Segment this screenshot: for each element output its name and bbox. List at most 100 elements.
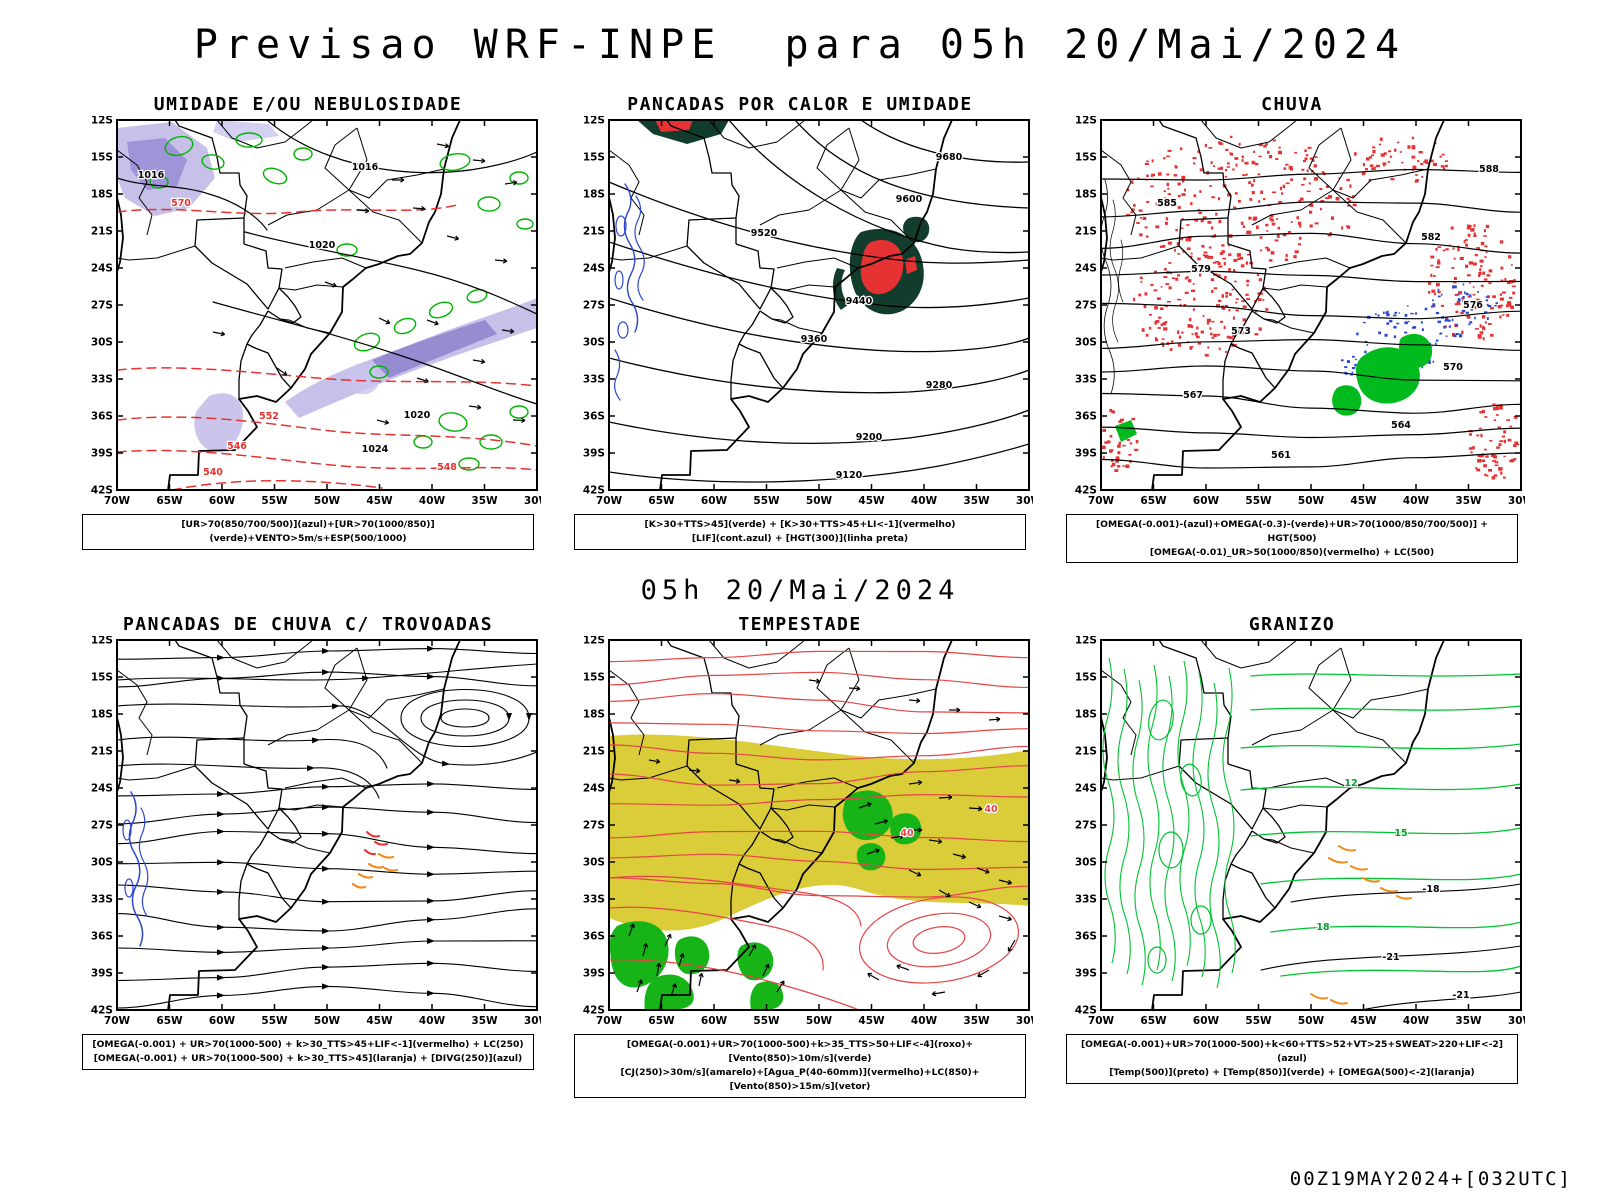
- lon-tick-label: 70W: [1088, 1015, 1115, 1027]
- base-map-layer: [117, 640, 461, 1011]
- svg-text:561: 561: [1271, 450, 1291, 461]
- panel-grid: UMIDADE E/OU NEBULOSIDADE 1016 1016 1020 10…: [0, 94, 1600, 1098]
- svg-text:9520: 9520: [751, 228, 778, 239]
- lon-tick-label: 55W: [1245, 495, 1272, 507]
- svg-text:12: 12: [1344, 778, 1357, 789]
- lon-tick-label: 40W: [419, 1015, 446, 1027]
- map-layers: 12 15 18 -18 -21 -21: [1101, 640, 1521, 1011]
- lon-tick-label: 70W: [596, 495, 623, 507]
- panel-umidade: UMIDADE E/OU NEBULOSIDADE 1016 1016 1020 10…: [75, 94, 541, 563]
- lat-tick-label: 18S: [1075, 709, 1097, 721]
- lon-tick-label: 35W: [471, 495, 498, 507]
- caption-granizo: [OMEGA(-0.001)+UR>70(1000-500)+k<60+TTS>…: [1066, 1034, 1518, 1084]
- lon-tick-label: 50W: [806, 1015, 833, 1027]
- map-granizo: 12 15 18 -18 -21 -21 12S 15S 18S 21S 24S 27S 30S 33S 3…: [1075, 636, 1525, 1027]
- lon-tick-label: 70W: [1088, 495, 1115, 507]
- caption-line: [OMEGA(-0.001) + UR>70(1000-500) + k>30_…: [92, 1039, 524, 1051]
- lon-tick-label: 60W: [209, 495, 236, 507]
- panel-title-pancadas-calor: PANCADAS POR CALOR E UMIDADE: [627, 94, 973, 115]
- lat-tick-label: 27S: [91, 820, 113, 832]
- lat-tick-label: 18S: [91, 189, 113, 201]
- caption-line: [OMEGA(-0.001)-(azul)+OMEGA(-0.3)-(verde…: [1095, 519, 1489, 544]
- lon-tick-label: 50W: [314, 1015, 341, 1027]
- svg-text:9600: 9600: [896, 194, 923, 205]
- map-layers: 588 585 582 579 576 573 570 567 564 561: [1101, 120, 1521, 490]
- lat-tick-label: 27S: [583, 300, 605, 312]
- caption-tempestade: [OMEGA(-0.001)+UR>70(1000-500)+k>35_TTS>…: [574, 1034, 1026, 1098]
- lat-tick-label: 30S: [1075, 337, 1097, 349]
- lat-tick-label: 39S: [583, 448, 605, 460]
- map-umidade: 1016 1016 1020 1020 1024 570 552 546 540 548 12S 15…: [91, 116, 541, 507]
- panel-title-trovoadas: PANCADAS DE CHUVA C/ TROVOADAS: [122, 614, 494, 636]
- page-title: Previsao WRF-INPE para 05h 20/Mai/2024: [193, 22, 1407, 68]
- lat-tick-label: 42S: [91, 485, 113, 497]
- lat-tick-label: 21S: [91, 226, 113, 238]
- map-layers: 9680 9600 9520 9440 9360 9280 9200 9120: [609, 120, 1029, 490]
- caption-line: [CJ(250)>30m/s](amarelo)+[Agua_P(40-60mm…: [620, 1066, 980, 1092]
- panel-trovoadas: PANCADAS DE CHUVA C/ TROVOADAS 12S 15S 18S…: [75, 614, 541, 1097]
- lat-tick-label: 33S: [91, 374, 113, 386]
- svg-text:9440: 9440: [846, 296, 873, 307]
- lon-tick-label: 50W: [1298, 495, 1325, 507]
- lat-tick-label: 12S: [1075, 116, 1097, 127]
- lon-tick-label: 60W: [209, 1015, 236, 1027]
- base-map-layer: [609, 120, 953, 490]
- lat-tick-label: 15S: [1075, 152, 1097, 164]
- lat-tick-label: 27S: [583, 820, 605, 832]
- svg-text:40: 40: [900, 828, 914, 839]
- contour-layer: [117, 645, 537, 1009]
- lat-tick-label: 27S: [1075, 300, 1097, 312]
- svg-text:552: 552: [259, 411, 279, 422]
- lon-tick-label: 30W: [524, 495, 541, 507]
- lon-tick-label: 30W: [1508, 495, 1525, 507]
- lat-tick-label: 24S: [583, 263, 605, 275]
- lat-tick-label: 18S: [91, 709, 113, 721]
- lat-tick-label: 15S: [1075, 672, 1097, 684]
- lon-tick-label: 30W: [524, 1015, 541, 1027]
- lat-tick-label: 30S: [1075, 857, 1097, 869]
- lon-tick-label: 40W: [911, 1015, 938, 1027]
- svg-text:548: 548: [437, 462, 457, 473]
- lat-tick-label: 15S: [583, 672, 605, 684]
- lon-tick-label: 65W: [156, 495, 183, 507]
- map-chuva: 588 585 582 579 576 573 570 567 564 561 12S 15S 18S 2…: [1075, 116, 1525, 507]
- contour-labels-layer: 1016 1016 1020 1020 1024 570 552 546 540 548: [137, 161, 459, 480]
- panel-row-bottom: PANCADAS DE CHUVA C/ TROVOADAS 12S 15S 18S…: [0, 614, 1600, 1098]
- lon-tick-label: 45W: [366, 495, 393, 507]
- lat-tick-label: 18S: [1075, 189, 1097, 201]
- svg-text:9280: 9280: [926, 380, 953, 391]
- map-tempestade: 40 40 12S 15S 18S 21S 24S 27S 30S 33S 36S 39S 42S70W…: [583, 636, 1033, 1027]
- svg-text:1020: 1020: [404, 410, 431, 421]
- svg-text:18: 18: [1316, 922, 1330, 933]
- lon-tick-label: 60W: [701, 1015, 728, 1027]
- lon-tick-label: 55W: [753, 1015, 780, 1027]
- lat-tick-label: 27S: [1075, 820, 1097, 832]
- lon-tick-label: 65W: [648, 495, 675, 507]
- panel-tempestade: TEMPESTADE 40 40 12S 15S 18S 21S 24S 27S 30S 33S 3…: [567, 614, 1033, 1098]
- panel-title-umidade: UMIDADE E/OU NEBULOSIDADE: [153, 94, 463, 115]
- lon-tick-label: 35W: [963, 1015, 990, 1027]
- lon-tick-label: 35W: [1455, 495, 1482, 507]
- run-timestamp: 00Z19MAY2024+[032UTC]: [1289, 1168, 1572, 1190]
- panel-chuva: CHUVA 588 585 582 579 576 573 570 567 564 561 12S 1…: [1059, 94, 1525, 564]
- caption-chuva: [OMEGA(-0.001)-(azul)+OMEGA(-0.3)-(verde…: [1066, 514, 1518, 564]
- lat-tick-label: 42S: [1075, 1005, 1097, 1017]
- lon-tick-label: 70W: [596, 1015, 623, 1027]
- svg-text:564: 564: [1391, 420, 1411, 431]
- lon-tick-label: 70W: [104, 495, 131, 507]
- lon-tick-label: 40W: [1403, 1015, 1430, 1027]
- svg-text:588: 588: [1479, 164, 1499, 175]
- lon-tick-label: 60W: [1193, 1015, 1220, 1027]
- lat-tick-label: 24S: [583, 783, 605, 795]
- svg-text:-21: -21: [1382, 952, 1399, 963]
- lat-tick-label: 42S: [91, 1005, 113, 1017]
- contour-layer: [609, 651, 1029, 1011]
- shaded-fields-layer: [1102, 135, 1520, 480]
- lat-tick-label: 33S: [1075, 894, 1097, 906]
- lon-tick-label: 60W: [1193, 495, 1220, 507]
